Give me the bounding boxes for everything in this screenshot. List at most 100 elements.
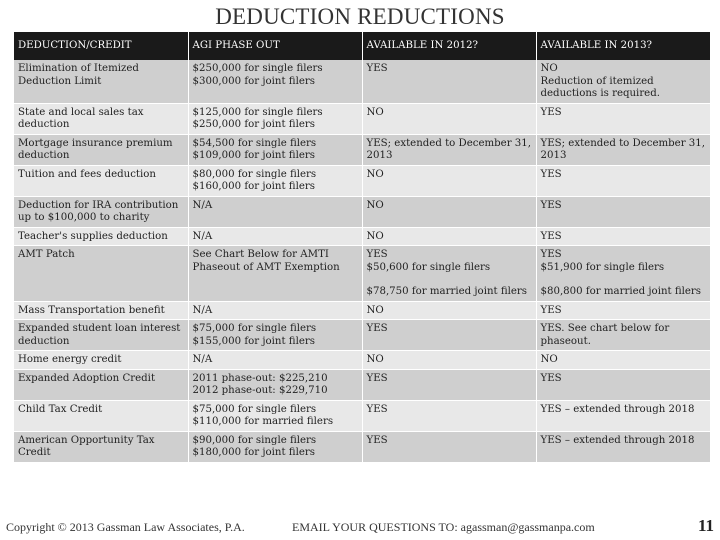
available-2013-cell: YES: [536, 103, 711, 135]
cell-text-line: deduction: [18, 335, 70, 347]
cell-text-line: YES: [540, 304, 562, 316]
available-2012-cell: NO: [362, 196, 537, 228]
agi-phase-out-cell: See Chart Below for AMTI Phaseout of AMT …: [188, 245, 363, 302]
agi-phase-out-cell: $250,000 for single filers $300,000 for j…: [188, 60, 363, 104]
cell-text-line: deduction: [18, 150, 70, 161]
deduction-cell: Mass Transportation benefit: [14, 301, 189, 320]
deduction-cell: Child Tax Credit: [14, 400, 189, 432]
cell-text-line: Elimination of Itemized: [18, 63, 139, 74]
cell-text-line: YES: [540, 230, 562, 242]
deduction-cell: Teacher's supplies deduction: [14, 227, 189, 246]
cell-text-line: Phaseout of AMT Exemption: [192, 261, 340, 273]
available-2013-cell: NO Reduction of itemized deductions is req…: [536, 60, 711, 104]
cell-text-line: 2013: [366, 150, 393, 161]
cell-text-line: $90,000 for single filers: [192, 434, 317, 446]
available-2012-cell: YES $50,600 for single filers $78,750 for …: [362, 245, 537, 302]
header-agi-phase-out: AGI PHASE OUT: [188, 32, 363, 60]
deduction-cell: AMT Patch: [14, 245, 189, 302]
cell-text-line: YES: [540, 372, 562, 384]
cell-text-line: YES – extended through 2018: [540, 434, 695, 446]
cell-text-line: YES: [366, 249, 388, 260]
footer: Copyright © 2013 Gassman Law Associates,…: [6, 516, 714, 538]
cell-text-line: $75,000 for single filers: [192, 403, 317, 415]
available-2013-cell: YES; extended to December 31, 2013: [536, 134, 711, 166]
cell-text-line: See Chart Below for AMTI: [192, 249, 329, 260]
deduction-cell: American Opportunity Tax Credit: [14, 431, 189, 463]
cell-text-line: Teacher's supplies deduction: [18, 230, 168, 242]
cell-text-line: YES – extended through 2018: [540, 403, 695, 415]
cell-text-line: $180,000 for joint filers: [192, 447, 315, 458]
cell-text-line: phaseout.: [540, 335, 591, 347]
agi-phase-out-cell: $54,500 for single filers $109,000 for jo…: [188, 134, 363, 166]
cell-text-line: $250,000 for single filers: [192, 63, 323, 74]
cell-text-line: Expanded student loan interest: [18, 323, 181, 334]
cell-text-line: YES: [366, 63, 388, 74]
table-row: Mortgage insurance premium deduction $54,5…: [14, 134, 711, 166]
table-row: Mass Transportation benefit N/A NO YES: [14, 301, 711, 320]
table-row: Tuition and fees deduction $80,000 for si…: [14, 165, 711, 197]
table-row: State and local sales tax deduction $125,0…: [14, 103, 711, 135]
available-2013-cell: YES: [536, 196, 711, 228]
agi-phase-out-cell: N/A: [188, 350, 363, 370]
cell-text-line: Child Tax Credit: [18, 403, 103, 415]
agi-phase-out-cell: 2011 phase-out: $225,210 2012 phase-out: …: [188, 369, 363, 401]
cell-text-line: YES; extended to December 31,: [540, 137, 706, 149]
cell-text-line: $78,750 for married joint filers: [366, 286, 528, 297]
available-2013-cell: YES: [536, 301, 711, 320]
cell-text-line: YES: [540, 168, 562, 180]
available-2013-cell: YES: [536, 369, 711, 401]
cell-text-line: YES: [366, 372, 388, 384]
table-row: Elimination of Itemized Deduction Limit $2…: [14, 60, 711, 104]
cell-text-line: $50,600 for single filers: [366, 261, 491, 273]
cell-text-line: N/A: [192, 230, 213, 242]
available-2012-cell: NO: [362, 165, 537, 197]
cell-text-line: $80,000 for single filers: [192, 168, 317, 180]
deduction-cell: Mortgage insurance premium deduction: [14, 134, 189, 166]
cell-text-line: N/A: [192, 354, 213, 365]
available-2012-cell: YES: [362, 431, 537, 463]
cell-text-line: NO: [366, 304, 384, 316]
email-contact-text: EMAIL YOUR QUESTIONS TO: agassman@gassma…: [292, 520, 595, 534]
available-2013-cell: YES: [536, 227, 711, 246]
available-2013-cell: YES $51,900 for single filers $80,800 for …: [536, 245, 711, 302]
available-2013-cell: YES – extended through 2018: [536, 400, 711, 432]
cell-text-line: YES: [366, 434, 388, 446]
agi-phase-out-cell: $80,000 for single filers $160,000 for jo…: [188, 165, 363, 197]
table-row: American Opportunity Tax Credit $90,000 fo…: [14, 431, 711, 463]
cell-text-line: $160,000 for joint filers: [192, 181, 315, 192]
cell-text-line: $54,500 for single filers: [192, 137, 317, 149]
header-available-2013: AVAILABLE IN 2013?: [536, 32, 711, 60]
agi-phase-out-cell: $125,000 for single filers $250,000 for j…: [188, 103, 363, 135]
cell-text-line: Expanded Adoption Credit: [18, 372, 156, 384]
deduction-cell: Expanded Adoption Credit: [14, 369, 189, 401]
cell-text-line: 2013: [540, 150, 567, 161]
cell-text-line: Credit: [18, 447, 51, 458]
available-2012-cell: YES: [362, 400, 537, 432]
cell-text-line: AMT Patch: [18, 249, 75, 260]
deduction-cell: State and local sales tax deduction: [14, 103, 189, 135]
cell-text-line: $80,800 for married joint filers: [540, 286, 702, 297]
cell-text-line: up to $100,000 to charity: [18, 212, 150, 223]
available-2012-cell: YES: [362, 369, 537, 401]
available-2012-cell: YES; extended to December 31, 2013: [362, 134, 537, 166]
table-row: Teacher's supplies deduction N/A NO YES: [14, 227, 711, 246]
table-row: Deduction for IRA contribution up to $100…: [14, 196, 711, 228]
deduction-cell: Expanded student loan interest deduction: [14, 319, 189, 351]
cell-text-line: YES: [366, 403, 388, 415]
table-row: Home energy credit N/A NO NO: [14, 350, 711, 370]
deduction-table: DEDUCTION/CREDIT AGI PHASE OUT AVAILABLE…: [14, 32, 711, 463]
copyright-text: Copyright © 2013 Gassman Law Associates,…: [6, 520, 245, 534]
agi-phase-out-cell: $75,000 for single filers $155,000 for jo…: [188, 319, 363, 351]
available-2013-cell: YES – extended through 2018: [536, 431, 711, 463]
table-row: Expanded Adoption Credit 2011 phase-out: …: [14, 369, 711, 401]
cell-text-line: 2011 phase-out: $225,210: [192, 372, 328, 384]
agi-phase-out-cell: $75,000 for single filers $110,000 for ma…: [188, 400, 363, 432]
cell-text-line: N/A: [192, 304, 213, 316]
cell-text-line: NO: [366, 106, 384, 118]
cell-text-line: Mortgage insurance premium: [18, 137, 173, 149]
cell-text-line: $250,000 for joint filers: [192, 119, 315, 130]
table-body: Elimination of Itemized Deduction Limit $2…: [14, 60, 711, 463]
header-available-2012: AVAILABLE IN 2012?: [362, 32, 537, 60]
agi-phase-out-cell: N/A: [188, 196, 363, 228]
cell-text-line: NO: [366, 354, 384, 365]
